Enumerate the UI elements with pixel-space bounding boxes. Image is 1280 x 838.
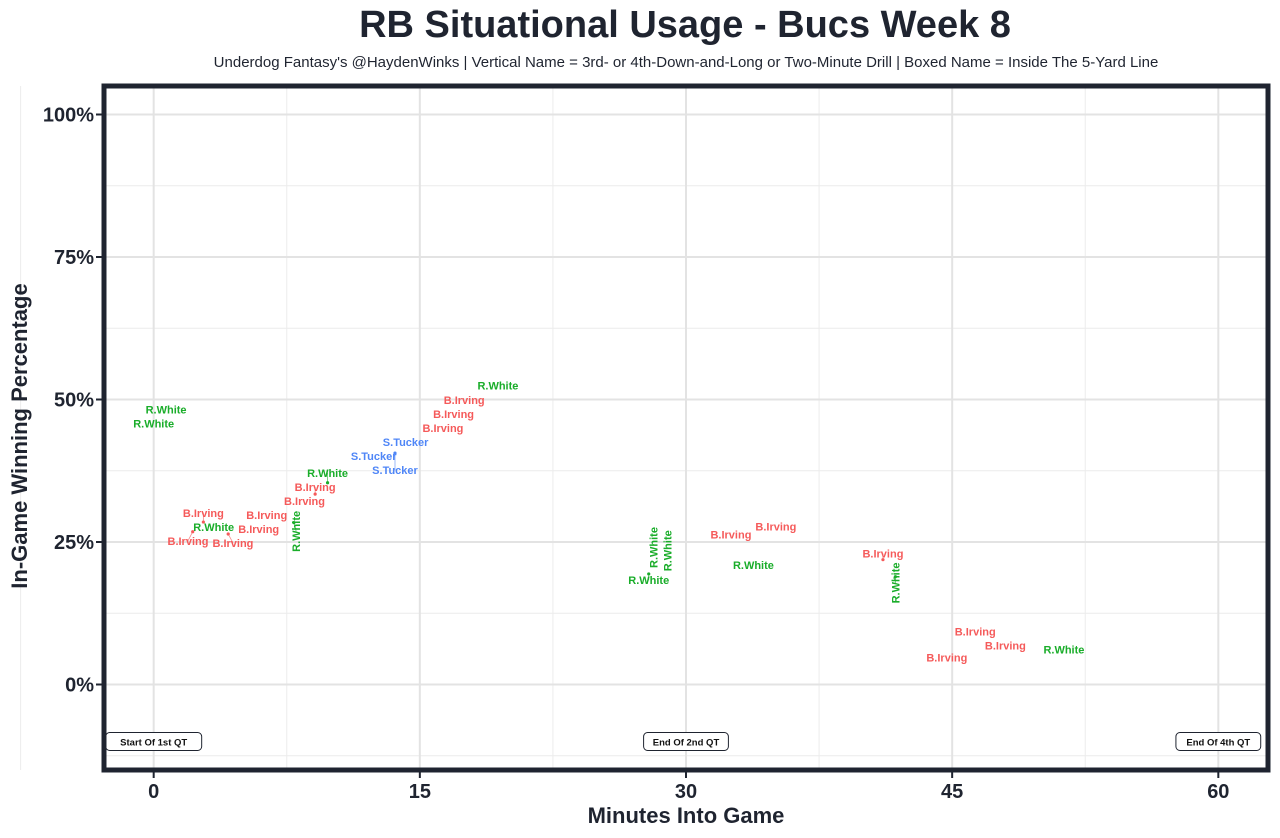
data-point-label-r-white: R.White [733,560,774,572]
chart-title: RB Situational Usage - Bucs Week 8 [359,4,1011,46]
data-point-label-r-white: R.White [291,511,303,552]
label-leader-line [187,531,194,541]
data-point-marker [325,481,330,485]
data-point-label-r-white: R.White [133,419,174,431]
data-point-label-b-irving: B.Irving [926,653,967,665]
data-point-label-b-irving: B.Irving [862,548,903,560]
data-point-label-b-irving: B.Irving [444,395,485,407]
chart-subtitle: Underdog Fantasy's @HaydenWinks | Vertic… [213,54,1159,71]
data-point-label-r-white: R.White [477,380,518,392]
x-tick-label: 15 [409,781,431,803]
data-point-marker [292,521,296,525]
data-point-marker [226,532,230,536]
data-point-label-r-white: R.White [1043,645,1084,657]
data-point-label-b-irving: B.Irving [422,423,463,435]
quarter-annotation: End Of 2nd QT [643,732,729,751]
data-point-label-b-irving: B.Irving [755,522,796,534]
data-point-label-r-white: R.White [146,405,187,417]
data-point-marker [647,572,651,576]
data-point-label-b-irving: B.Irving [284,496,325,508]
data-point-label-b-irving: B.Irving [212,538,253,550]
quarter-annotation: End Of 4th QT [1175,732,1262,751]
data-point-marker [191,530,195,534]
y-tick-label: 50% [54,390,94,412]
data-point-label-r-white: R.White [648,527,660,568]
y-axis-label: In-Game Winning Percentage [7,283,32,588]
annotation-label: Start Of 1st QT [120,738,187,749]
data-point-label-s-tucker: S.Tucker [372,465,418,477]
annotation-label: End Of 2nd QT [653,738,720,749]
quarter-annotation: Start Of 1st QT [105,732,203,751]
x-tick-label: 45 [941,781,963,803]
data-point-label-s-tucker: S.Tucker [383,437,429,449]
y-tick-label: 100% [43,105,94,127]
data-point-label-b-irving: B.Irving [710,530,751,542]
data-point-label-s-tucker: S.Tucker [351,451,397,463]
annotation-label: End Of 4th QT [1186,738,1250,749]
y-tick-label: 75% [54,247,94,269]
data-point-label-b-irving: B.Irving [168,536,209,548]
annotation-box [643,732,729,751]
data-point-marker [881,558,885,562]
y-tick-label: 25% [54,532,94,554]
data-point-marker [393,451,397,455]
label-leader-line [227,533,234,543]
data-point-marker [201,520,205,524]
data-point-label-b-irving: B.Irving [246,510,287,522]
data-point-label-r-white: R.White [662,530,674,571]
plot-panel-border [101,83,1271,773]
x-tick-label: 60 [1207,781,1229,803]
data-point-label-b-irving: B.Irving [955,627,996,639]
data-point-label-b-irving: B.Irving [183,508,224,520]
x-axis-label: Minutes Into Game [588,803,785,828]
y-tick-label: 0% [65,675,94,697]
data-point-label-b-irving: B.Irving [985,641,1026,653]
data-point-label-r-white: R.White [307,468,348,480]
data-point-marker [313,492,317,496]
data-point-label-r-white: R.White [193,522,234,534]
data-point-label-r-white: R.White [628,575,669,587]
x-tick-label: 30 [675,781,697,803]
data-point-label-b-irving: B.Irving [295,482,336,494]
annotation-box [1175,732,1262,751]
data-point-label-r-white: R.White [890,562,902,603]
data-point-label-b-irving: B.Irving [433,409,474,421]
data-point-label-b-irving: B.Irving [238,524,279,536]
x-tick-label: 0 [148,781,159,803]
data-point-marker [893,575,897,579]
